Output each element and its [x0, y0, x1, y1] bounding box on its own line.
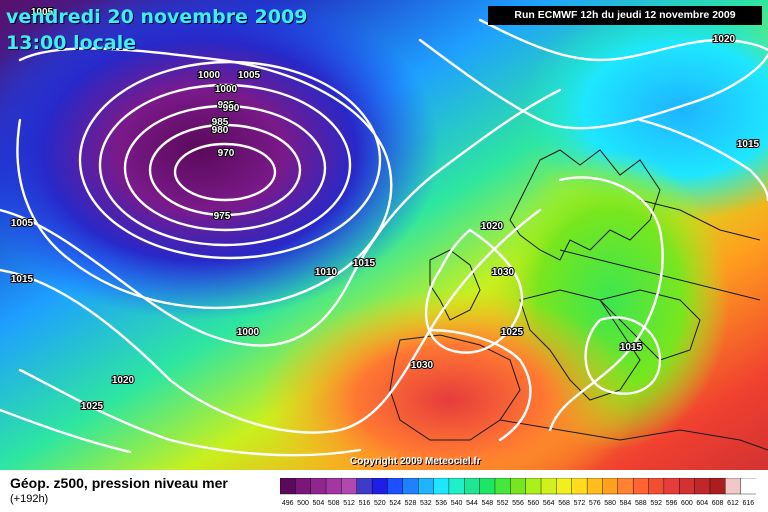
legend-label: 528 [405, 500, 417, 507]
legend-swatch [617, 478, 634, 495]
legend-swatch [725, 478, 742, 495]
legend-label: 592 [650, 500, 662, 507]
isobar-label: 985 [212, 117, 229, 128]
isobar-label: 1015 [353, 258, 376, 269]
isobar-label: 1020 [481, 221, 504, 232]
low-pressure-zone [0, 0, 440, 320]
isobar-label: 990 [223, 103, 240, 114]
isobar-label: 1030 [411, 360, 434, 371]
legend-swatch [540, 478, 557, 495]
legend-swatch [740, 478, 756, 495]
field-title: Géop. z500, pression niveau mer [10, 475, 228, 491]
legend-swatch [556, 478, 573, 495]
legend-swatch [709, 478, 726, 495]
legend-swatch [325, 478, 342, 495]
color-legend: 496 500 504 508 512 516 520 524 528 532 536 540 544 5… [280, 478, 756, 507]
legend-label: 584 [620, 500, 632, 507]
legend-label: 560 [528, 500, 540, 507]
legend-label: 500 [297, 500, 309, 507]
isobar-label: 995 [218, 100, 235, 111]
legend-swatch [602, 478, 619, 495]
legend-swatch [571, 478, 588, 495]
legend-label: 520 [374, 500, 386, 507]
legend-label: 604 [696, 500, 708, 507]
legend-label: 556 [512, 500, 524, 507]
legend-swatch [694, 478, 711, 495]
isobars [0, 18, 768, 457]
isobar-label: 1005 [238, 70, 261, 81]
isobar-label: 1010 [315, 267, 338, 278]
legend-swatch [510, 478, 527, 495]
isobar-label: 970 [218, 148, 235, 159]
legend-swatch [494, 478, 511, 495]
legend-label: 612 [727, 500, 739, 507]
legend-swatch [356, 478, 373, 495]
legend-swatch [648, 478, 665, 495]
legend-label: 616 [742, 500, 754, 507]
legend-label: 608 [712, 500, 724, 507]
legend-label: 496 [282, 500, 294, 507]
legend-label: 544 [466, 500, 478, 507]
isobar-label: 1000 [215, 84, 238, 95]
isobar-label: 1000 [237, 327, 260, 338]
isobar-label: 1020 [112, 375, 135, 386]
legend-swatch [632, 478, 650, 495]
legend-swatch [280, 478, 296, 495]
legend-label: 568 [558, 500, 570, 507]
legend-label: 516 [359, 500, 371, 507]
legend-swatch [387, 478, 404, 495]
isobar-label: 1025 [81, 401, 104, 412]
isobar-label: 1000 [198, 70, 221, 81]
lead-time: (+192h) [10, 493, 49, 505]
legend-label: 532 [420, 500, 432, 507]
legend-label: 552 [497, 500, 509, 507]
copyright-notice: Copyright 2009 Meteociel.fr [350, 456, 481, 467]
isobar-label: 975 [214, 211, 231, 222]
coastlines [389, 149, 768, 451]
legend-label: 512 [343, 500, 355, 507]
model-run-info: Run ECMWF 12h du jeudi 12 novembre 2009 [488, 6, 762, 25]
legend-swatch [679, 478, 696, 495]
legend-label: 588 [635, 500, 647, 507]
legend-label: 548 [481, 500, 493, 507]
legend-swatch [464, 478, 481, 495]
legend-swatch [417, 478, 435, 495]
legend-swatch [525, 478, 542, 495]
isobar-label: 1015 [737, 139, 760, 150]
isobar-label: 1030 [492, 267, 515, 278]
legend-label: 572 [574, 500, 586, 507]
legend-swatch [310, 478, 327, 495]
legend-label: 508 [328, 500, 340, 507]
legend-label: 576 [589, 500, 601, 507]
legend-label: 536 [435, 500, 447, 507]
legend-swatch [433, 478, 450, 495]
legend-label: 596 [666, 500, 678, 507]
legend-swatch [663, 478, 680, 495]
legend-swatch [371, 478, 388, 495]
legend-swatch [341, 478, 358, 495]
forecast-date: vendredi 20 novembre 2009 [6, 6, 308, 28]
isobar-label: 1015 [11, 274, 34, 285]
legend-label: 504 [313, 500, 325, 507]
isobar-label: 1005 [11, 218, 34, 229]
legend-label: 564 [543, 500, 555, 507]
legend-label: 540 [451, 500, 463, 507]
isobar-label: 980 [212, 125, 229, 136]
legend-label: 600 [681, 500, 693, 507]
legend-swatch [586, 478, 603, 495]
legend-label: 524 [389, 500, 401, 507]
isobar-label: 1005 [31, 7, 54, 18]
legend-swatch [479, 478, 496, 495]
isobar-label: 1025 [501, 327, 524, 338]
legend-label: 580 [604, 500, 616, 507]
legend-swatch [295, 478, 312, 495]
isobar-label: 1020 [713, 34, 736, 45]
legend-swatch [402, 478, 419, 495]
isobar-label: 1015 [620, 342, 643, 353]
legend-swatch [448, 478, 465, 495]
forecast-time: 13:00 locale [6, 32, 137, 54]
